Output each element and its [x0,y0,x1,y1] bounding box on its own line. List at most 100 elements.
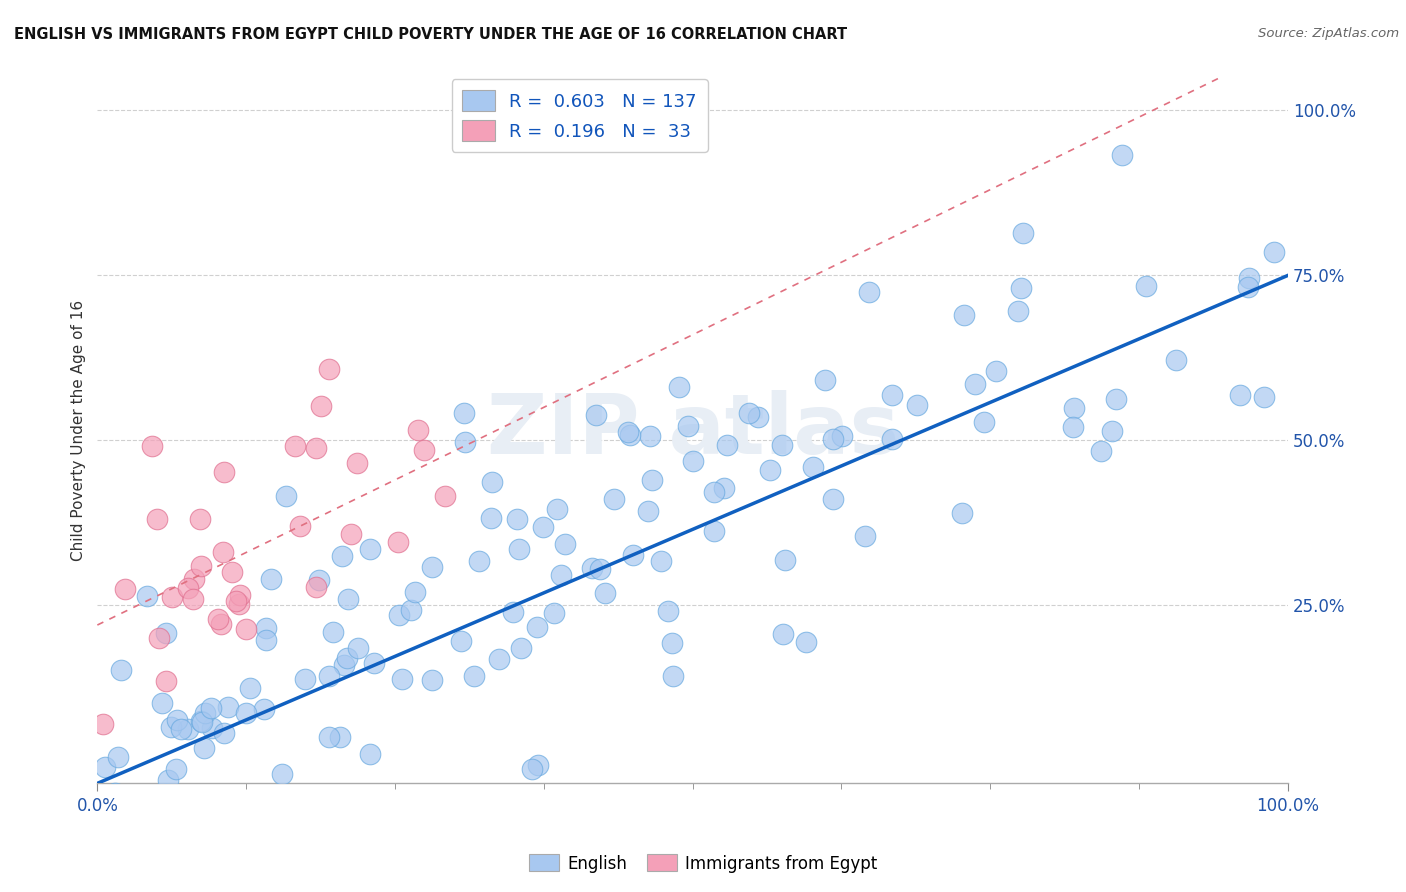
Point [481,475,503,490]
Point [188,512,211,526]
Point [346,457,368,471]
Point [973,415,995,429]
Point [225,593,247,607]
Point [181,796,204,810]
Point [183,572,205,586]
Point [229,588,252,602]
Point [194,706,217,720]
Point [738,405,761,419]
Point [148,631,170,645]
Point [1063,401,1085,416]
Point [682,453,704,467]
Point [641,474,664,488]
Point [657,604,679,618]
Point [463,668,485,682]
Point [420,673,443,687]
Point [212,465,235,479]
Point [1166,353,1188,368]
Text: Source: ZipAtlas.com: Source: ZipAtlas.com [1258,27,1399,40]
Point [986,364,1008,378]
Point [292,796,315,810]
Point [543,606,565,620]
Point [589,562,612,576]
Point [190,714,212,729]
Point [637,504,659,518]
Text: ENGLISH VS IMMIGRANTS FROM EGYPT CHILD POVERTY UNDER THE AGE OF 16 CORRELATION C: ENGLISH VS IMMIGRANTS FROM EGYPT CHILD P… [14,27,848,42]
Point [522,762,544,776]
Point [619,428,641,442]
Point [159,720,181,734]
Point [155,787,177,801]
Point [404,585,426,599]
Point [221,565,243,579]
Point [905,398,928,412]
Point [201,721,224,735]
Point [305,441,328,455]
Point [152,696,174,710]
Point [177,582,200,596]
Point [211,545,233,559]
Point [284,439,307,453]
Point [880,388,903,402]
Point [775,552,797,566]
Point [162,796,184,810]
Point [253,702,276,716]
Legend: English, Immigrants from Egypt: English, Immigrants from Egypt [522,847,884,880]
Point [668,380,690,394]
Point [235,622,257,636]
Point [1253,390,1275,404]
Point [770,438,793,452]
Point [399,603,422,617]
Point [1135,279,1157,293]
Point [716,438,738,452]
Point [412,443,434,458]
Point [388,607,411,622]
Point [104,786,127,800]
Point [387,535,409,549]
Point [91,717,114,731]
Point [162,590,184,604]
Point [814,373,837,387]
Point [1101,424,1123,438]
Point [1090,443,1112,458]
Point [329,730,352,744]
Point [114,582,136,596]
Point [1236,279,1258,293]
Point [713,481,735,495]
Point [359,541,381,556]
Point [703,524,725,538]
Point [450,634,472,648]
Point [254,621,277,635]
Point [336,592,359,607]
Point [346,640,368,655]
Point [823,432,845,446]
Point [526,619,548,633]
Point [502,605,524,619]
Point [1263,244,1285,259]
Point [1010,281,1032,295]
Point [155,674,177,689]
Point [527,758,550,772]
Point [333,658,356,673]
Point [550,567,572,582]
Point [155,625,177,640]
Point [747,410,769,425]
Point [509,641,531,656]
Point [274,489,297,503]
Point [94,760,117,774]
Point [420,560,443,574]
Point [359,747,381,761]
Point [508,542,530,557]
Point [506,511,529,525]
Point [650,554,672,568]
Point [340,526,363,541]
Point [212,726,235,740]
Legend: R =  0.603   N = 137, R =  0.196   N =  33: R = 0.603 N = 137, R = 0.196 N = 33 [451,79,707,152]
Point [277,796,299,810]
Point [200,701,222,715]
Point [1105,392,1128,406]
Point [950,507,973,521]
Point [433,489,456,503]
Point [831,429,853,443]
Point [858,285,880,299]
